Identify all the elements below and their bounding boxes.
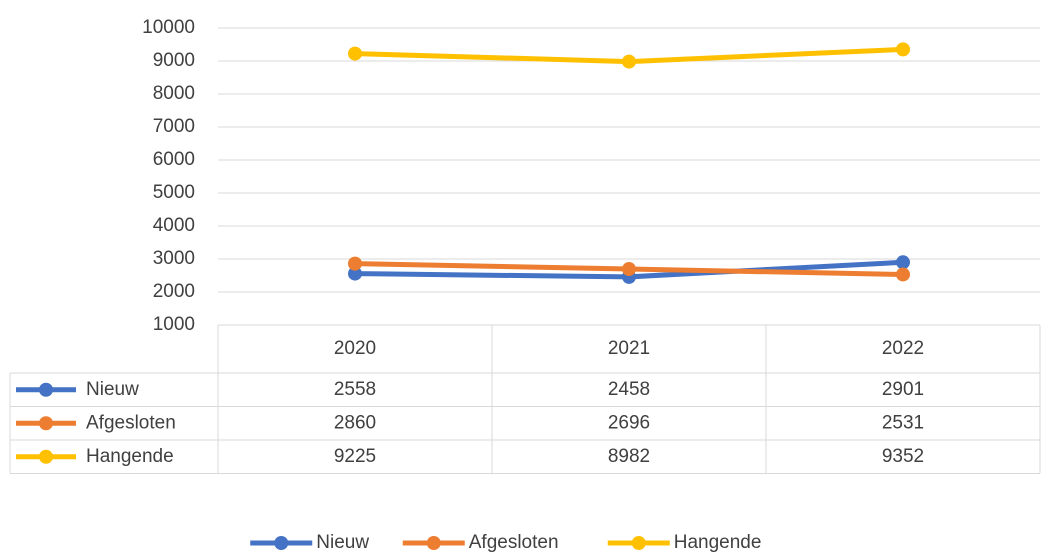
marker (348, 46, 362, 61)
marker (622, 262, 636, 277)
legend-key-marker (426, 536, 441, 550)
table-cell: 2558 (334, 379, 376, 400)
table-cell: 9225 (334, 446, 376, 467)
y-tick-label: 6000 (153, 149, 195, 170)
marker (348, 266, 362, 281)
y-tick-label: 10000 (142, 17, 195, 38)
marker (896, 255, 910, 270)
y-tick-label: 5000 (153, 182, 195, 203)
legend-label: Nieuw (316, 532, 369, 553)
legend-label: Afgesloten (469, 532, 559, 553)
x-tick-label: 2021 (608, 338, 650, 359)
y-tick-label: 9000 (153, 50, 195, 71)
table-cell: 2901 (882, 379, 924, 400)
legend-key-marker (39, 416, 53, 431)
y-tick-label: 4000 (153, 215, 195, 236)
legend-key-marker (39, 449, 53, 464)
table-row-label: Afgesloten (86, 412, 176, 433)
y-tick-label: 1000 (153, 314, 195, 335)
legend-key-marker (631, 536, 646, 550)
marker (896, 42, 910, 57)
table-cell: 8982 (608, 446, 650, 467)
table-cell: 9352 (882, 446, 924, 467)
table-row-label: Nieuw (86, 379, 139, 400)
table-row-label: Hangende (86, 446, 174, 467)
table-cell: 2860 (334, 412, 376, 433)
marker (896, 267, 910, 282)
y-tick-label: 7000 (153, 116, 195, 137)
y-tick-label: 8000 (153, 83, 195, 104)
x-tick-label: 2022 (882, 338, 924, 359)
y-tick-label: 2000 (153, 281, 195, 302)
table-cell: 2458 (608, 379, 650, 400)
table-cell: 2696 (608, 412, 650, 433)
legend-key-marker (39, 382, 53, 397)
table-cell: 2531 (882, 412, 924, 433)
marker (622, 54, 636, 69)
legend-label: Hangende (674, 532, 762, 553)
y-tick-label: 3000 (153, 248, 195, 269)
x-tick-label: 2020 (334, 338, 376, 359)
marker (348, 256, 362, 271)
legend-key-marker (274, 536, 289, 550)
